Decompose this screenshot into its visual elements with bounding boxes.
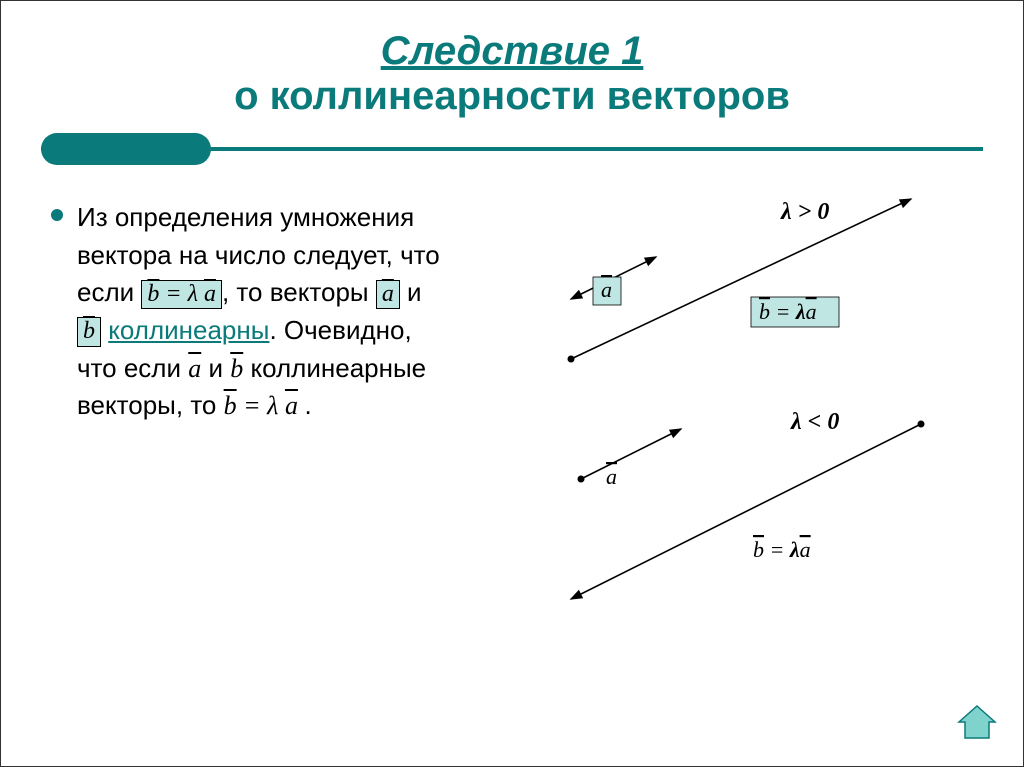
eq-box-1: b = λ a <box>141 280 222 309</box>
title-line2: о коллинеарности векторов <box>41 74 983 119</box>
slide: Следствие 1 о коллинеарности векторов Из… <box>1 1 1023 766</box>
vec-a2: a <box>188 354 201 383</box>
top-lambda-label: λ > 0 <box>780 199 829 225</box>
vector-diagram: a λ > 0 b = λa a λ < 0 b = λa <box>481 179 961 639</box>
eq-2: b = λ a <box>224 391 305 420</box>
bot-lambda-label: λ < 0 <box>790 409 839 435</box>
home-button[interactable] <box>955 700 999 744</box>
text-3: и <box>400 277 422 307</box>
eq1-a: a <box>204 281 216 307</box>
text-8: . <box>304 390 311 420</box>
title-line1: Следствие 1 <box>41 29 983 74</box>
decor-pill <box>41 133 211 165</box>
top-a-label: a <box>601 277 612 302</box>
vec-a-box: a <box>376 280 400 309</box>
bot-vec-b <box>571 424 921 599</box>
body-text: Из определения умножения вектора на числ… <box>77 199 451 425</box>
bot-a-label: a <box>606 464 617 489</box>
vec-b-box: b <box>77 317 101 346</box>
left-column: Из определения умножения вектора на числ… <box>41 199 461 425</box>
bullet-icon <box>51 209 63 221</box>
bullet-row: Из определения умножения вектора на числ… <box>51 199 451 425</box>
top-b-label: b = λa <box>759 299 817 324</box>
title-decor <box>41 127 983 171</box>
bot-b-label: b = λa <box>753 537 811 562</box>
text-2: , то векторы <box>222 277 376 307</box>
bot-vec-a <box>581 429 681 479</box>
home-icon <box>955 700 999 744</box>
title-block: Следствие 1 о коллинеарности векторов <box>41 29 983 119</box>
eq1-b: b <box>147 281 159 307</box>
collinear-link[interactable]: коллинеарны <box>108 315 269 345</box>
text-6: и <box>208 353 230 383</box>
content-row: Из определения умножения вектора на числ… <box>41 199 983 425</box>
right-column: a λ > 0 b = λa a λ < 0 b = λa <box>461 199 983 425</box>
vec-a-sym: a <box>382 281 394 307</box>
vec-b2: b <box>230 354 243 383</box>
vec-b-sym: b <box>83 318 95 344</box>
top-vec-b <box>571 199 911 359</box>
